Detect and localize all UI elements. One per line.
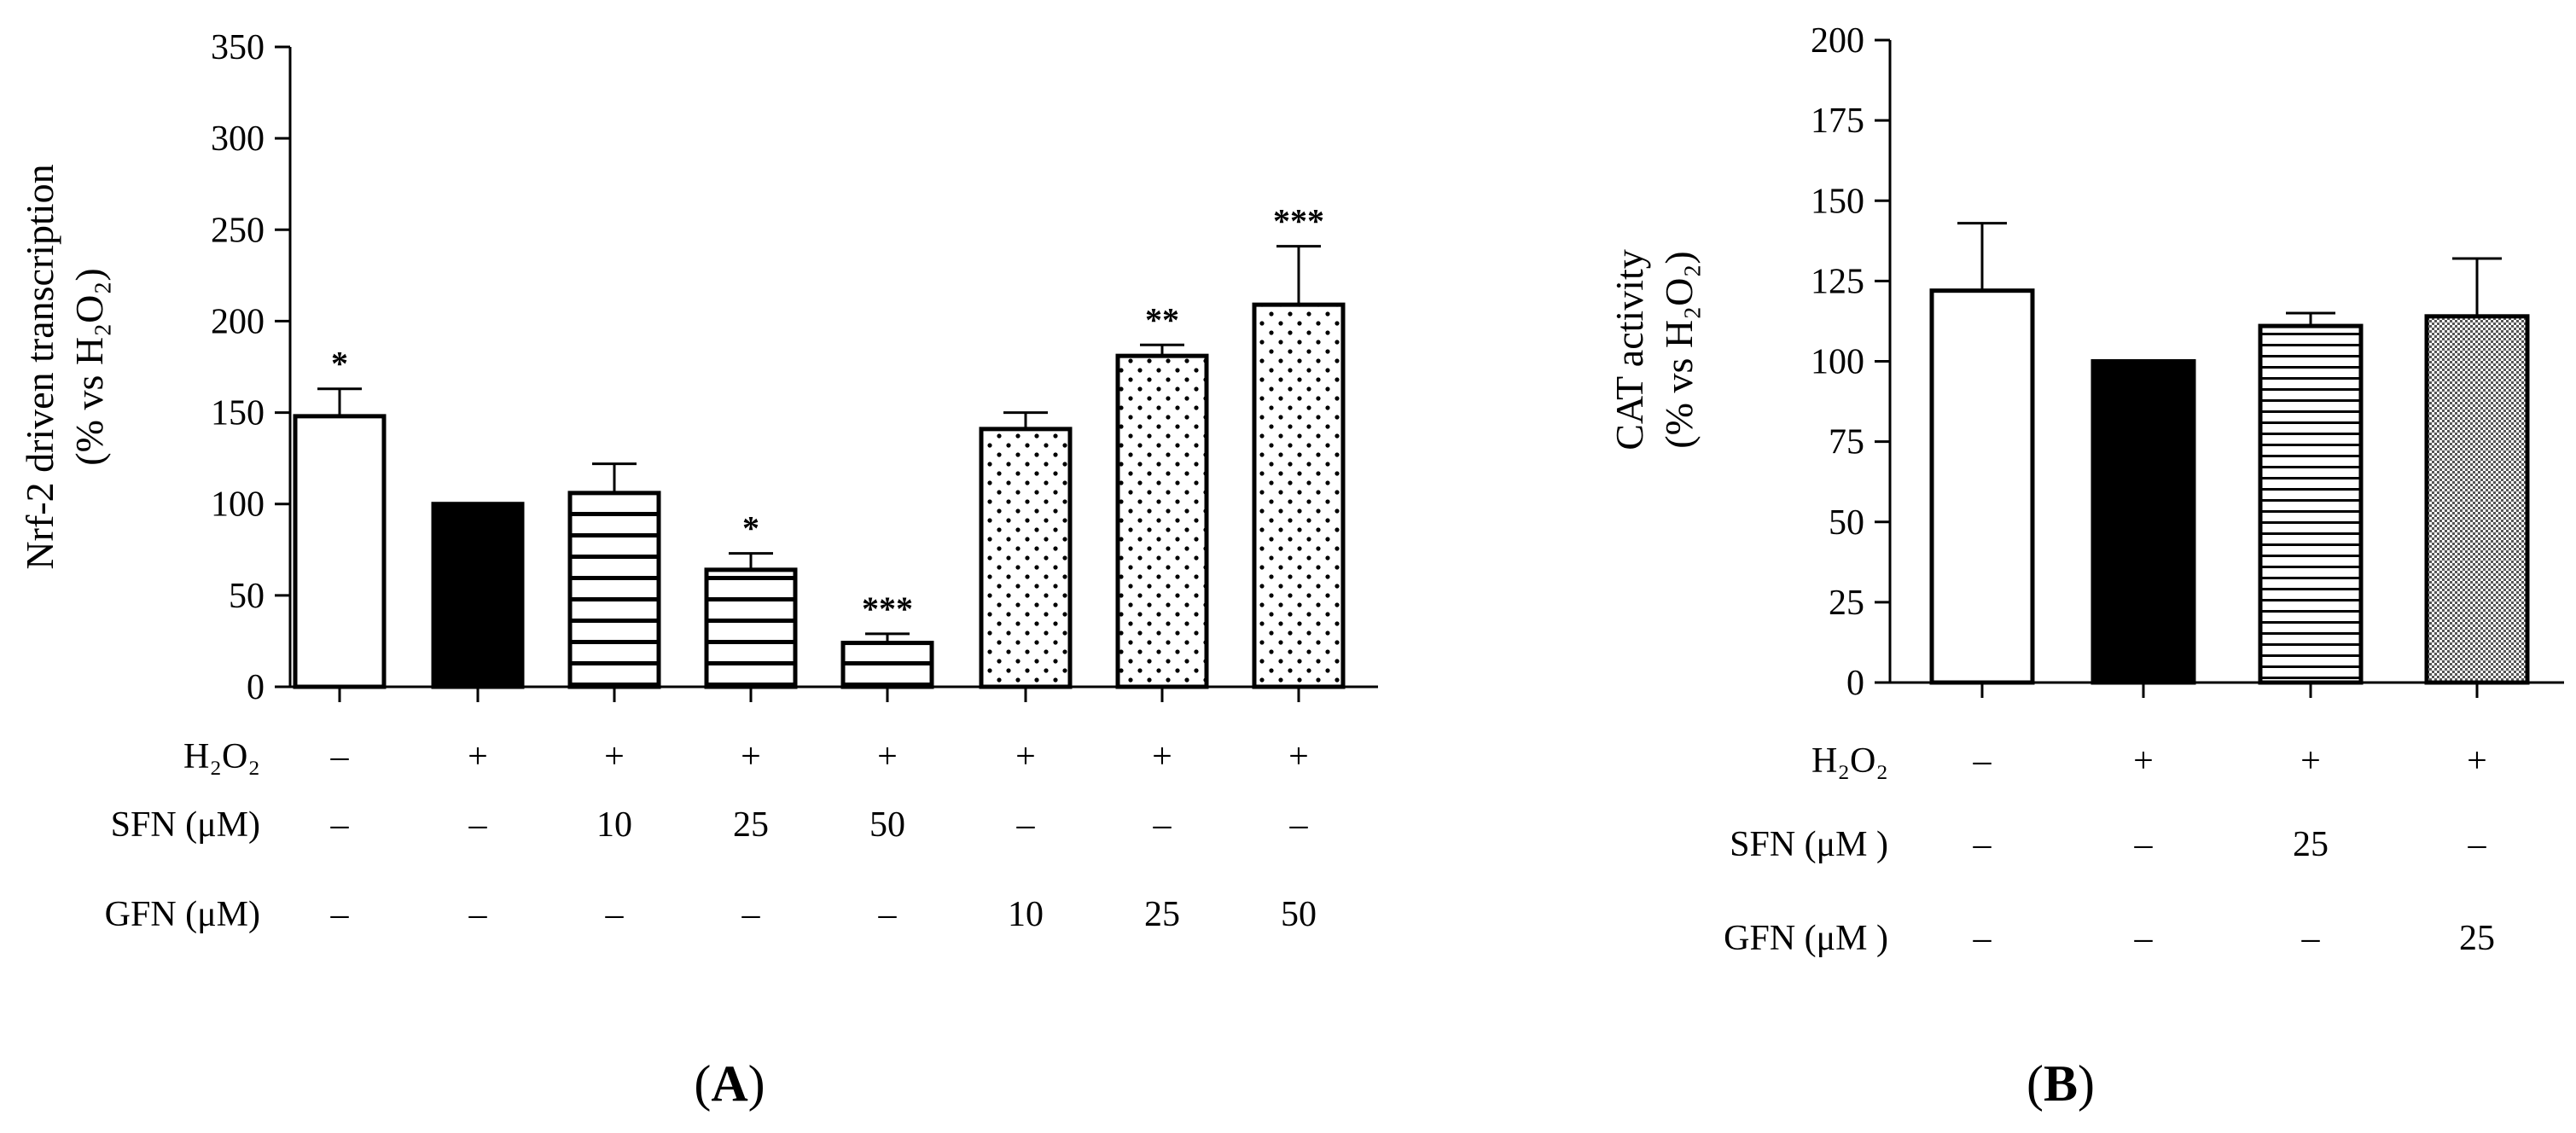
condition-cell: + — [877, 737, 898, 776]
condition-cell: + — [1288, 737, 1309, 776]
bar — [979, 427, 1073, 689]
y-tick-label: 50 — [1829, 503, 1864, 543]
panel-label-a-letter: A — [711, 1055, 747, 1112]
condition-cell: – — [2134, 825, 2154, 864]
bar — [1929, 288, 2035, 685]
panel-label-b: (B) — [2026, 1055, 2095, 1112]
y-axis-title-b: CAT activity (% vs H₂O₂) — [1608, 249, 1701, 450]
condition-row-label: SFN (μM ) — [1730, 825, 1888, 864]
y-axis-title-unit: (% vs H₂O₂) — [67, 268, 111, 465]
condition-cell: – — [1016, 805, 1036, 845]
condition-cell: – — [2301, 919, 2321, 958]
condition-cell: – — [1973, 825, 1992, 864]
y-tick-label: 50 — [229, 577, 265, 616]
condition-cell: 25 — [2293, 825, 2329, 864]
condition-cell: – — [1289, 805, 1309, 845]
y-tick-label: 350 — [211, 28, 265, 67]
significance-marker: *** — [862, 590, 913, 628]
condition-cell: 25 — [733, 805, 769, 845]
condition-row-label: GFN (μM) — [105, 895, 260, 934]
condition-cell: – — [1973, 741, 1992, 781]
y-tick-label: 25 — [1829, 584, 1864, 623]
bar — [2090, 359, 2196, 685]
chart-panel-b: CAT activity (% vs H₂O₂) (B) 0 25 50 75 100 1… — [1608, 21, 2564, 1112]
y-axis-title-main: CAT activity — [1608, 249, 1651, 450]
bar — [2424, 314, 2530, 685]
y-tick-label: 150 — [211, 394, 265, 433]
significance-marker: * — [331, 345, 348, 383]
condition-cell: + — [1152, 737, 1172, 776]
bar — [2258, 323, 2364, 685]
condition-cell: – — [468, 805, 488, 845]
y-tick-label: 175 — [1811, 102, 1864, 141]
condition-cell: 10 — [596, 805, 632, 845]
y-axis-title-unit: (% vs H₂O₂) — [1657, 251, 1701, 448]
condition-cell: – — [330, 895, 350, 934]
condition-cell: 50 — [1281, 895, 1317, 934]
condition-cell: – — [878, 895, 898, 934]
bar — [431, 502, 525, 689]
y-tick-label: 125 — [1811, 262, 1864, 301]
condition-cell: – — [1973, 919, 1992, 958]
condition-cell: 25 — [2459, 919, 2495, 958]
significance-marker: *** — [1273, 202, 1324, 241]
significance-marker: * — [742, 509, 759, 548]
y-axis-title-main: Nrf-2 driven transcription — [18, 164, 61, 569]
y-tick-label: 200 — [1811, 21, 1864, 61]
condition-row-label: SFN (μM) — [111, 805, 260, 845]
y-tick-label: 150 — [1811, 182, 1864, 221]
panel-label-b-letter: B — [2044, 1055, 2078, 1112]
condition-row-label: GFN (μM ) — [1724, 919, 1888, 958]
condition-cell: + — [2467, 741, 2487, 781]
y-axis-title-a: Nrf-2 driven transcription (% vs H₂O₂) — [18, 164, 111, 569]
significance-marker: ** — [1145, 300, 1179, 339]
condition-cell: – — [330, 737, 350, 776]
y-tick-label: 100 — [1811, 343, 1864, 382]
condition-row-label: H₂O₂ — [183, 737, 260, 776]
condition-cell: – — [2468, 825, 2487, 864]
condition-cell: + — [604, 737, 625, 776]
bar — [293, 414, 387, 689]
condition-cell: – — [1153, 805, 1172, 845]
y-tick-label: 300 — [211, 119, 265, 159]
condition-cell: 50 — [869, 805, 905, 845]
condition-cell: + — [2300, 741, 2321, 781]
condition-cell: – — [330, 805, 350, 845]
condition-cell: 25 — [1144, 895, 1180, 934]
condition-cell: – — [741, 895, 761, 934]
y-tick-label: 100 — [211, 485, 265, 525]
condition-cell: + — [2133, 741, 2154, 781]
condition-cell: + — [468, 737, 488, 776]
plot-area-b: 0 25 50 75 100 125 150 175 200 H₂O₂ – + + + SFN (μM ) –… — [1724, 21, 2564, 958]
condition-row-label: H₂O₂ — [1811, 741, 1888, 781]
bar — [840, 641, 934, 689]
chart-panel-a: Nrf-2 driven transcription (% vs H₂O₂) (… — [18, 28, 1378, 1112]
condition-cell: – — [605, 895, 625, 934]
y-tick-label: 75 — [1829, 423, 1864, 462]
y-tick-label: 0 — [247, 668, 265, 707]
condition-cell: + — [741, 737, 761, 776]
bar — [567, 491, 661, 689]
panel-label-a: (A) — [694, 1055, 765, 1112]
condition-cell: 10 — [1008, 895, 1044, 934]
bar — [704, 567, 798, 689]
condition-cell: – — [468, 895, 488, 934]
condition-cell: + — [1015, 737, 1036, 776]
y-tick-label: 200 — [211, 302, 265, 341]
bar — [1115, 353, 1209, 689]
condition-cell: – — [2134, 919, 2154, 958]
y-tick-label: 0 — [1846, 664, 1864, 703]
y-tick-label: 250 — [211, 211, 265, 250]
bar — [1252, 302, 1346, 689]
